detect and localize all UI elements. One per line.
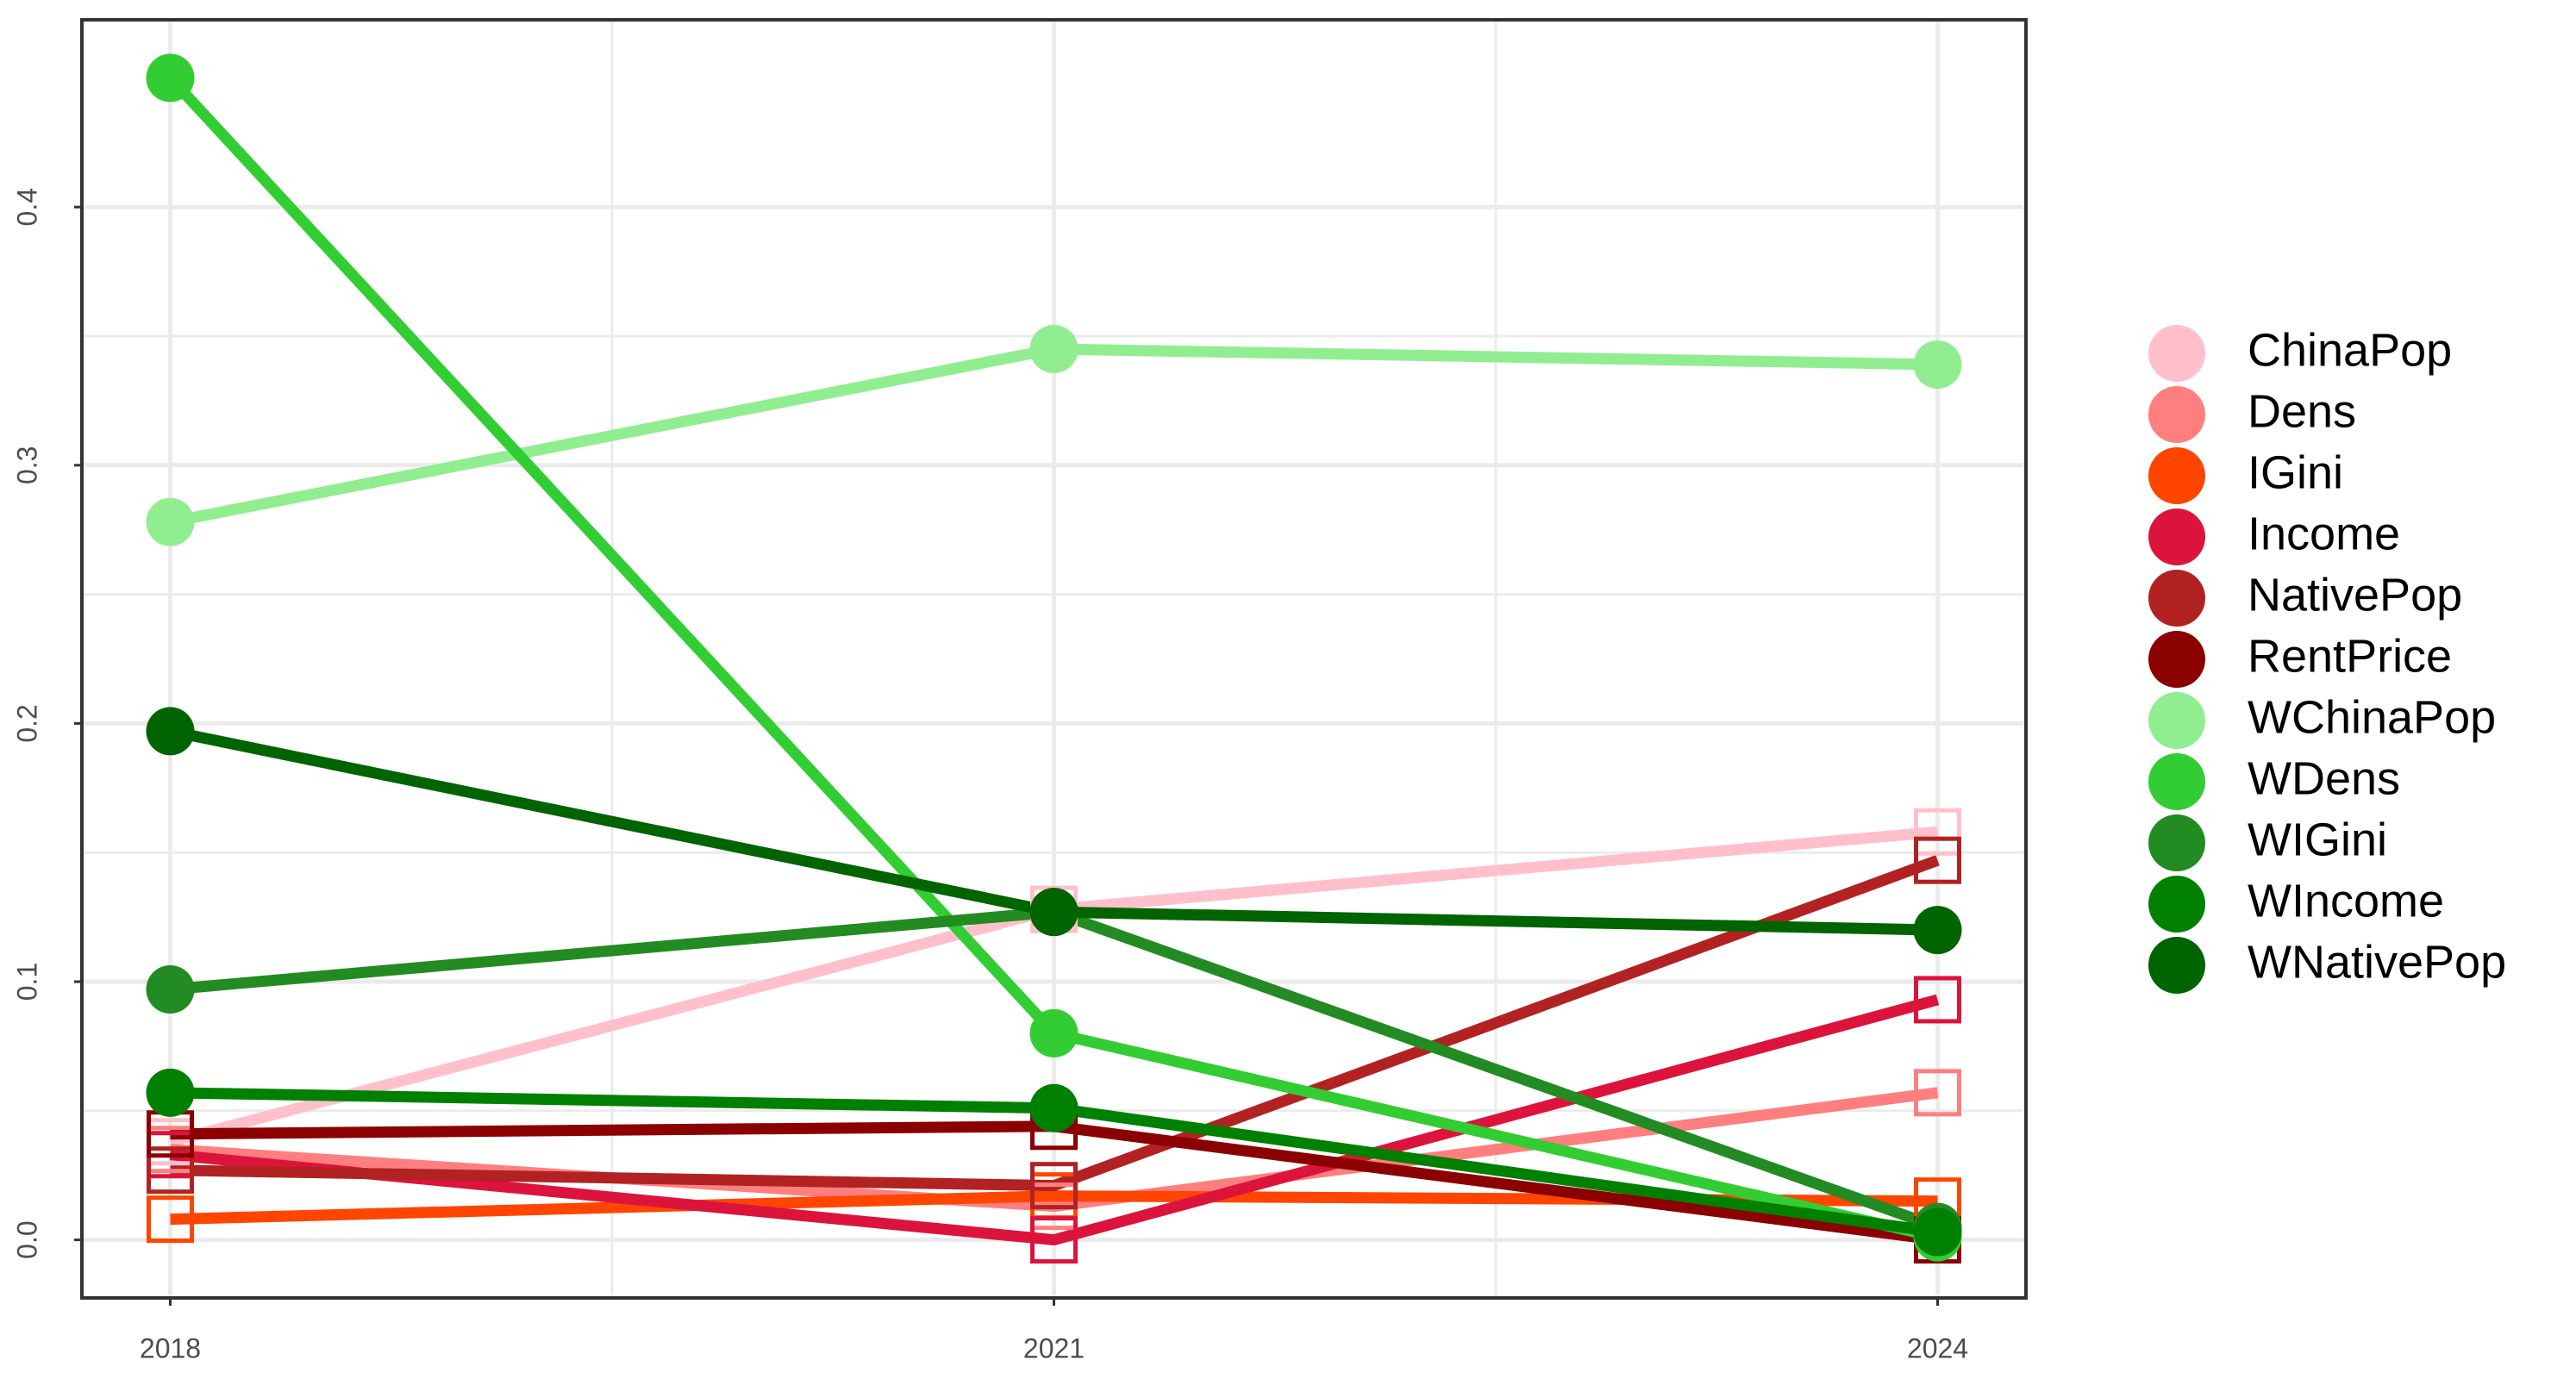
point [146, 53, 195, 103]
legend-key [2148, 876, 2205, 933]
legend-label: Income [2248, 508, 2400, 559]
point [1030, 1162, 1078, 1210]
legend-key [2148, 508, 2205, 565]
y-tick-label: 0.3 [11, 446, 42, 484]
legend-key [2148, 631, 2205, 688]
point [1913, 340, 1962, 389]
point [1914, 808, 1961, 856]
point [146, 964, 195, 1014]
point [1030, 1216, 1078, 1264]
legend-label: ChinaPop [2248, 324, 2452, 376]
legend-label: Dens [2248, 385, 2356, 437]
legend-label: RentPrice [2248, 630, 2452, 682]
x-tick-label: 2021 [1023, 1332, 1085, 1363]
point [1914, 836, 1961, 884]
y-tick-label: 0.1 [11, 963, 42, 1001]
point [146, 1068, 195, 1117]
legend-label: WDens [2248, 752, 2400, 804]
legend-key [2148, 753, 2205, 810]
point [1914, 976, 1961, 1024]
point [1029, 1008, 1079, 1057]
panel-border [80, 18, 2028, 1300]
legend-label: WChinaPop [2248, 691, 2496, 743]
point [146, 707, 195, 756]
legend-key [2148, 386, 2205, 443]
legend-key [2148, 814, 2205, 871]
point [1029, 324, 1079, 373]
point [147, 1195, 194, 1244]
point [1029, 888, 1079, 937]
legend-key [2148, 447, 2205, 504]
x-tick-label: 2024 [1907, 1332, 1968, 1363]
y-tick-label: 0.0 [11, 1220, 42, 1258]
legend-key [2148, 570, 2205, 627]
point [1913, 1207, 1962, 1257]
point [147, 1146, 194, 1195]
point [146, 497, 195, 546]
point [1029, 1083, 1079, 1132]
point [1913, 906, 1962, 955]
legend-label: WIncome [2248, 875, 2444, 926]
series-line [169, 994, 1940, 1246]
point [1914, 1069, 1961, 1117]
legend-key [2148, 692, 2205, 749]
legend-label: WNativePop [2248, 936, 2506, 988]
legend-key [2148, 937, 2205, 994]
legend-label: NativePop [2248, 569, 2462, 621]
legend-label: WIGini [2248, 814, 2387, 865]
legend-key [2148, 325, 2205, 382]
y-tick-label: 0.4 [11, 188, 42, 226]
x-tick-label: 2018 [140, 1332, 201, 1363]
legend-label: IGini [2248, 446, 2343, 498]
y-tick-label: 0.2 [11, 704, 42, 742]
